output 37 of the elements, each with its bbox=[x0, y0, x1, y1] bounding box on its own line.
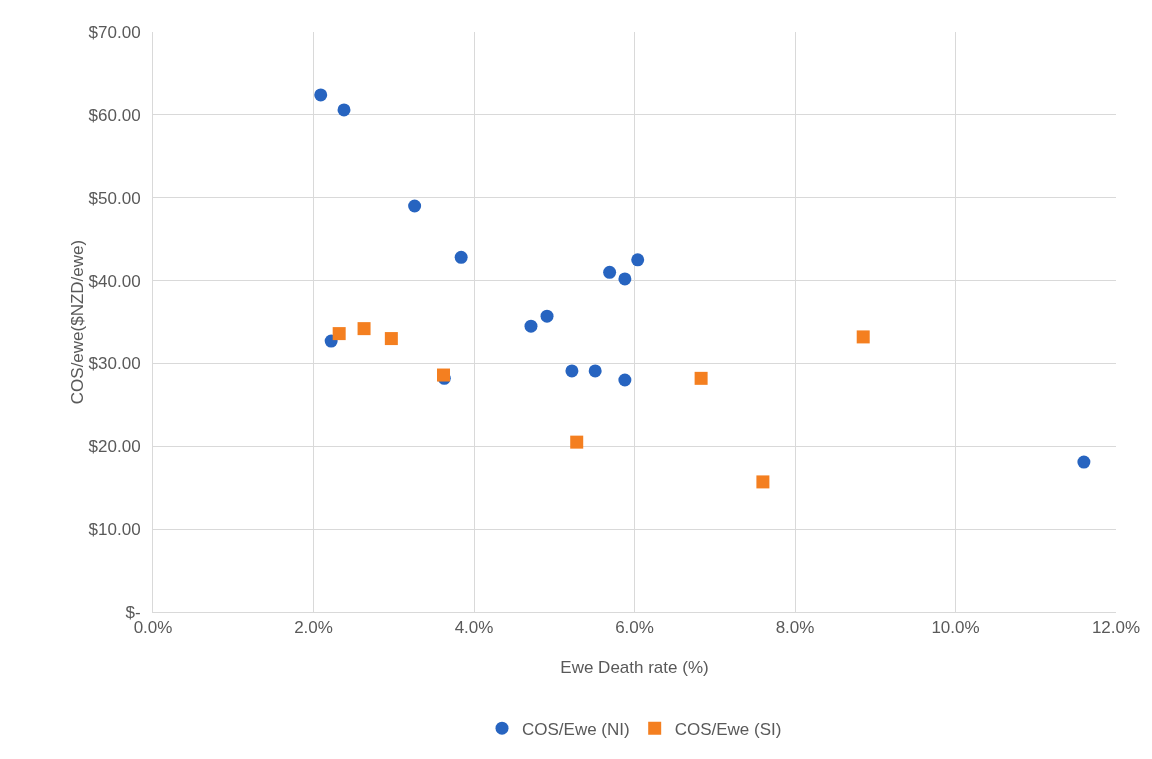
point bbox=[618, 272, 632, 286]
x-tick-label: 6.0% bbox=[615, 618, 654, 638]
x-tick-label: 2.0% bbox=[294, 618, 333, 638]
x-tick-label: 10.0% bbox=[931, 618, 980, 638]
point bbox=[756, 475, 770, 489]
point bbox=[454, 250, 468, 264]
y-tick-label: $20.00 bbox=[88, 437, 141, 457]
x-axis-title: Ewe Death rate (%) bbox=[560, 658, 709, 677]
point bbox=[856, 330, 870, 344]
point bbox=[314, 88, 328, 102]
point bbox=[332, 327, 346, 341]
point bbox=[357, 322, 371, 336]
point bbox=[408, 199, 422, 213]
y-tick-label: $10.00 bbox=[88, 520, 141, 540]
x-tick-label: 8.0% bbox=[775, 618, 815, 638]
point bbox=[337, 103, 351, 117]
point bbox=[631, 253, 645, 267]
point bbox=[570, 435, 584, 449]
x-tick-label: 12.0% bbox=[1091, 618, 1141, 638]
point bbox=[603, 265, 617, 279]
point bbox=[384, 332, 398, 346]
y-tick-label: $70.00 bbox=[88, 22, 141, 42]
point bbox=[618, 373, 632, 387]
legend-label: COS/Ewe (NI) bbox=[522, 719, 630, 739]
y-tick-label: $30.00 bbox=[88, 354, 141, 374]
y-axis-title: COS/ewe($NZD/ewe) bbox=[67, 239, 87, 405]
point bbox=[540, 309, 554, 323]
point bbox=[694, 371, 708, 385]
point bbox=[588, 364, 602, 378]
legend-label: COS/Ewe (SI) bbox=[674, 719, 782, 739]
point bbox=[524, 319, 538, 333]
y-tick-label: $40.00 bbox=[88, 271, 141, 291]
point bbox=[1077, 455, 1091, 469]
y-tick-label: $60.00 bbox=[88, 105, 141, 125]
point bbox=[565, 364, 579, 378]
y-tick-label: $50.00 bbox=[88, 188, 141, 208]
x-tick-label: 4.0% bbox=[454, 618, 494, 638]
